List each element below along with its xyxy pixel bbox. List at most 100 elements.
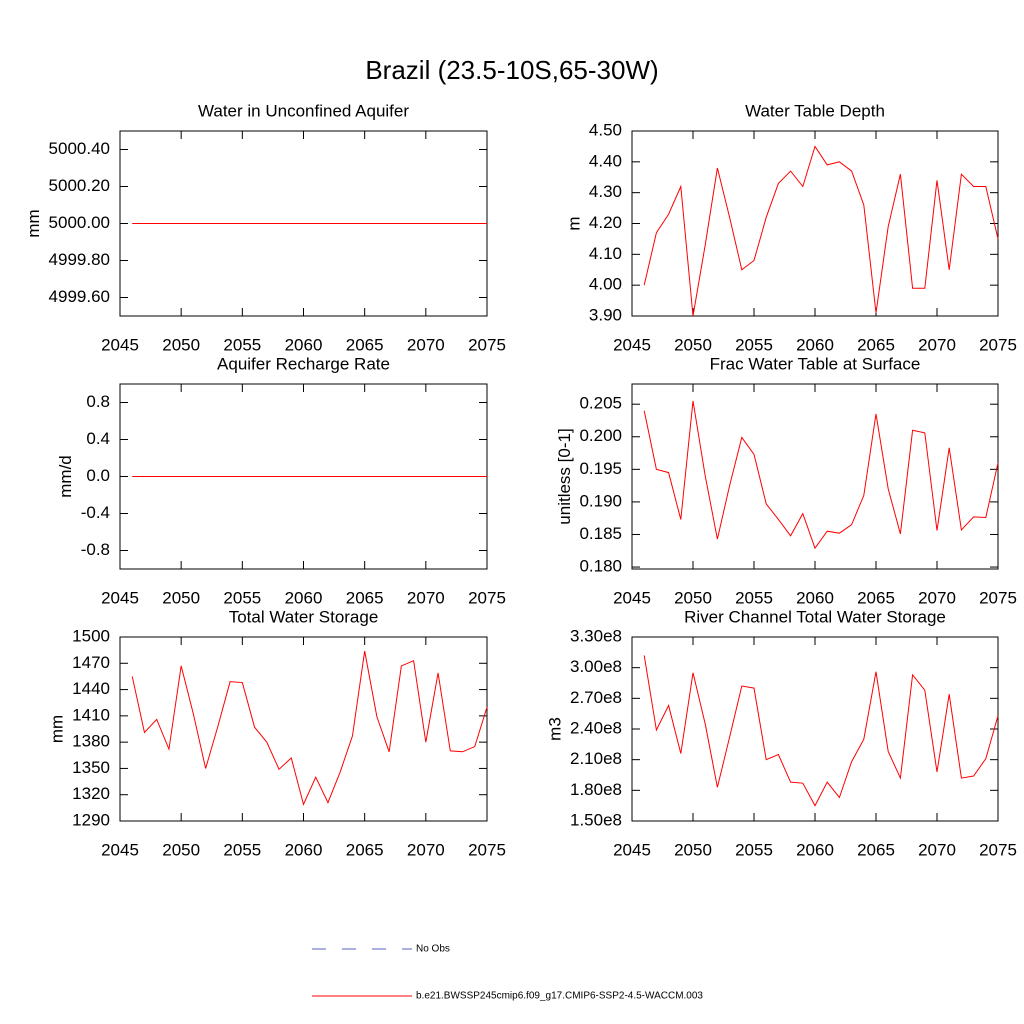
data-line: [643, 400, 999, 550]
data-line: [643, 655, 999, 807]
y-tick-label: 4999.80: [49, 250, 110, 269]
y-tick-label: 1410: [72, 705, 110, 724]
x-tick-label: 2075: [468, 840, 506, 859]
x-tick-label: 2055: [735, 840, 773, 859]
panel-title: Aquifer Recharge Rate: [217, 354, 390, 373]
x-tick-label: 2065: [346, 840, 384, 859]
x-tick-label: 2045: [101, 588, 139, 607]
y-tick-label: 1320: [72, 784, 110, 803]
y-tick-label: 0.4: [86, 429, 110, 448]
y-tick-label: 3.00e8: [570, 657, 622, 676]
y-tick-label: -0.4: [81, 503, 110, 522]
y-tick-label: 0.205: [579, 394, 622, 413]
y-tick-label: 3.90: [589, 305, 622, 324]
data-line: [643, 145, 999, 317]
x-tick-label: 2055: [735, 588, 773, 607]
y-tick-label: 4.30: [589, 182, 622, 201]
x-tick-label: 2050: [674, 335, 712, 354]
x-tick-label: 2070: [918, 588, 956, 607]
y-tick-label: 1350: [72, 758, 110, 777]
x-tick-label: 2060: [285, 588, 323, 607]
y-axis-label: unitless [0-1]: [555, 428, 574, 524]
x-tick-label: 2065: [857, 588, 895, 607]
y-tick-label: 1440: [72, 679, 110, 698]
x-tick-label: 2050: [674, 840, 712, 859]
x-tick-label: 2050: [674, 588, 712, 607]
y-tick-label: 2.40e8: [570, 718, 622, 737]
x-tick-label: 2070: [407, 335, 445, 354]
y-tick-label: 0.190: [579, 491, 622, 510]
y-tick-label: 1470: [72, 653, 110, 672]
y-axis-label: m: [564, 216, 583, 230]
x-tick-label: 2045: [613, 335, 651, 354]
y-tick-label: 4.20: [589, 213, 622, 232]
y-tick-label: 0.185: [579, 524, 622, 543]
y-tick-label: 1290: [72, 810, 110, 829]
y-tick-label: 2.10e8: [570, 749, 622, 768]
y-tick-label: 5000.20: [49, 176, 110, 195]
x-tick-label: 2075: [979, 335, 1017, 354]
panel-title: Frac Water Table at Surface: [710, 354, 921, 373]
y-tick-label: 4.40: [589, 151, 622, 170]
y-tick-label: 1500: [72, 626, 110, 645]
x-tick-label: 2050: [162, 335, 200, 354]
x-tick-label: 2075: [979, 840, 1017, 859]
data-line: [131, 650, 488, 806]
y-tick-label: 4999.60: [49, 287, 110, 306]
panel-title: Water in Unconfined Aquifer: [198, 101, 409, 120]
x-tick-label: 2055: [223, 840, 261, 859]
y-tick-label: 0.0: [86, 466, 110, 485]
y-tick-label: 0.200: [579, 426, 622, 445]
plot-frame: [631, 383, 999, 570]
x-tick-label: 2065: [857, 840, 895, 859]
x-tick-label: 2060: [285, 335, 323, 354]
y-axis-label: mm: [24, 209, 43, 237]
x-tick-label: 2060: [285, 840, 323, 859]
x-tick-label: 2065: [346, 588, 384, 607]
x-tick-label: 2045: [101, 335, 139, 354]
x-tick-label: 2060: [796, 335, 834, 354]
x-tick-label: 2045: [101, 840, 139, 859]
x-tick-label: 2055: [223, 335, 261, 354]
y-tick-label: 4.00: [589, 275, 622, 294]
x-tick-label: 2055: [735, 335, 773, 354]
x-tick-label: 2075: [979, 588, 1017, 607]
y-tick-label: 3.30e8: [570, 626, 622, 645]
x-tick-label: 2050: [162, 588, 200, 607]
x-tick-label: 2045: [613, 840, 651, 859]
x-tick-label: 2075: [468, 335, 506, 354]
x-tick-label: 2070: [918, 335, 956, 354]
plot-frame: [631, 636, 999, 822]
x-tick-label: 2060: [796, 840, 834, 859]
plot-frame: [119, 636, 488, 822]
x-tick-label: 2060: [796, 588, 834, 607]
y-tick-label: 5000.40: [49, 139, 110, 158]
y-tick-label: 4.50: [589, 120, 622, 139]
y-axis-label: m3: [545, 717, 564, 741]
y-tick-label: 5000.00: [49, 213, 110, 232]
y-tick-label: 1.80e8: [570, 780, 622, 799]
panel-title: Water Table Depth: [745, 101, 885, 120]
y-tick-label: -0.8: [81, 540, 110, 559]
x-tick-label: 2055: [223, 588, 261, 607]
x-tick-label: 2065: [857, 335, 895, 354]
y-axis-label: mm: [48, 715, 67, 743]
x-tick-label: 2075: [468, 588, 506, 607]
y-tick-label: 0.8: [86, 392, 110, 411]
y-axis-label: mm/d: [56, 455, 75, 498]
y-tick-label: 1380: [72, 732, 110, 751]
legend-label: No Obs: [416, 944, 450, 955]
y-tick-label: 2.70e8: [570, 688, 622, 707]
y-tick-label: 0.180: [579, 557, 622, 576]
figure-title: Brazil (23.5-10S,65-30W): [365, 55, 658, 85]
y-tick-label: 0.195: [579, 459, 622, 478]
y-tick-label: 1.50e8: [570, 810, 622, 829]
x-tick-label: 2050: [162, 840, 200, 859]
x-tick-label: 2070: [407, 588, 445, 607]
y-tick-label: 4.10: [589, 244, 622, 263]
x-tick-label: 2065: [346, 335, 384, 354]
x-tick-label: 2045: [613, 588, 651, 607]
panel-title: Total Water Storage: [229, 607, 379, 626]
legend-label: b.e21.BWSSP245cmip6.f09_g17.CMIP6-SSP2-4…: [416, 991, 703, 1002]
